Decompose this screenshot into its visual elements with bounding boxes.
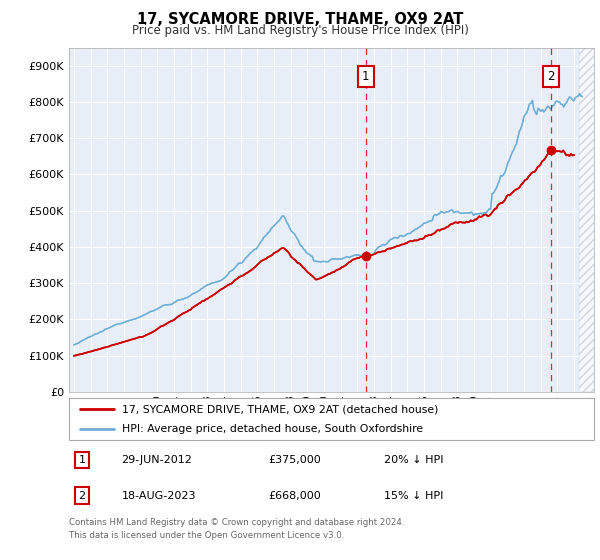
Text: 1: 1: [79, 455, 86, 465]
Text: HPI: Average price, detached house, South Oxfordshire: HPI: Average price, detached house, Sout…: [121, 424, 422, 434]
Text: 2: 2: [547, 70, 555, 83]
Text: Contains HM Land Registry data © Crown copyright and database right 2024.
This d: Contains HM Land Registry data © Crown c…: [69, 518, 404, 539]
Text: Price paid vs. HM Land Registry's House Price Index (HPI): Price paid vs. HM Land Registry's House …: [131, 24, 469, 37]
Bar: [579, 48, 600, 392]
Text: 2: 2: [79, 491, 86, 501]
Text: 20% ↓ HPI: 20% ↓ HPI: [384, 455, 443, 465]
Text: 1: 1: [362, 70, 370, 83]
Text: 17, SYCAMORE DRIVE, THAME, OX9 2AT (detached house): 17, SYCAMORE DRIVE, THAME, OX9 2AT (deta…: [121, 404, 438, 414]
Text: 29-JUN-2012: 29-JUN-2012: [121, 455, 193, 465]
Bar: [579, 48, 600, 392]
Text: £375,000: £375,000: [269, 455, 321, 465]
Text: 15% ↓ HPI: 15% ↓ HPI: [384, 491, 443, 501]
Text: £668,000: £668,000: [269, 491, 321, 501]
Text: 17, SYCAMORE DRIVE, THAME, OX9 2AT: 17, SYCAMORE DRIVE, THAME, OX9 2AT: [137, 12, 463, 27]
FancyBboxPatch shape: [69, 398, 594, 440]
Text: 18-AUG-2023: 18-AUG-2023: [121, 491, 196, 501]
